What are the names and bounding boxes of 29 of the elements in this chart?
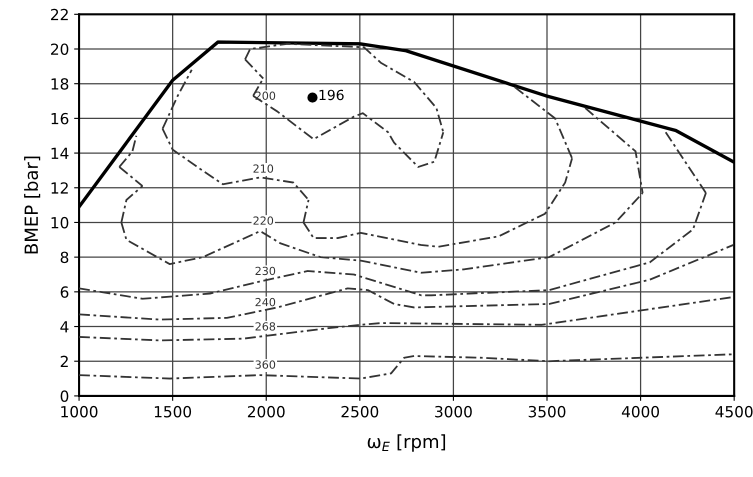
y-tick-label: 14 xyxy=(52,148,68,159)
annotation: 220 xyxy=(253,216,274,225)
y-tick-label: 22 xyxy=(51,8,68,20)
y-tick-label: 20 xyxy=(51,43,68,56)
y-tick-label: 10 xyxy=(52,216,68,228)
y-tick-label: 0 xyxy=(60,390,68,402)
y-tick-label: 16 xyxy=(52,112,68,124)
x-tick-label: 4000 xyxy=(622,406,660,418)
y-tick-label: 18 xyxy=(52,78,68,90)
annotation: 360 xyxy=(256,360,276,369)
y-tick-label: 12 xyxy=(52,182,68,194)
x-tick-label: 1000 xyxy=(61,406,98,418)
x-tick-label: 4500 xyxy=(715,406,753,418)
x-tick-label: 1500 xyxy=(154,406,192,418)
annotation: 240 xyxy=(256,298,276,306)
x-tick-label: 2000 xyxy=(248,406,285,418)
y-tick-label: 4 xyxy=(60,321,68,332)
annotation: 268 xyxy=(256,322,276,331)
x-axis-title: ω$_{E}$ [rpm] xyxy=(368,434,446,452)
y-tick-label: 6 xyxy=(60,286,68,298)
x-tick-label: 3500 xyxy=(528,406,566,418)
annotation: 230 xyxy=(256,266,276,276)
annotation: 210 xyxy=(253,164,274,173)
y-tick-label: 8 xyxy=(60,252,68,264)
x-tick-label: 2500 xyxy=(342,406,378,418)
y-tick-label: 2 xyxy=(60,356,68,368)
x-tick-label: 3000 xyxy=(435,406,472,418)
y-axis-title: BMEP [bar] xyxy=(24,156,40,254)
annotation: 196 xyxy=(320,90,344,100)
